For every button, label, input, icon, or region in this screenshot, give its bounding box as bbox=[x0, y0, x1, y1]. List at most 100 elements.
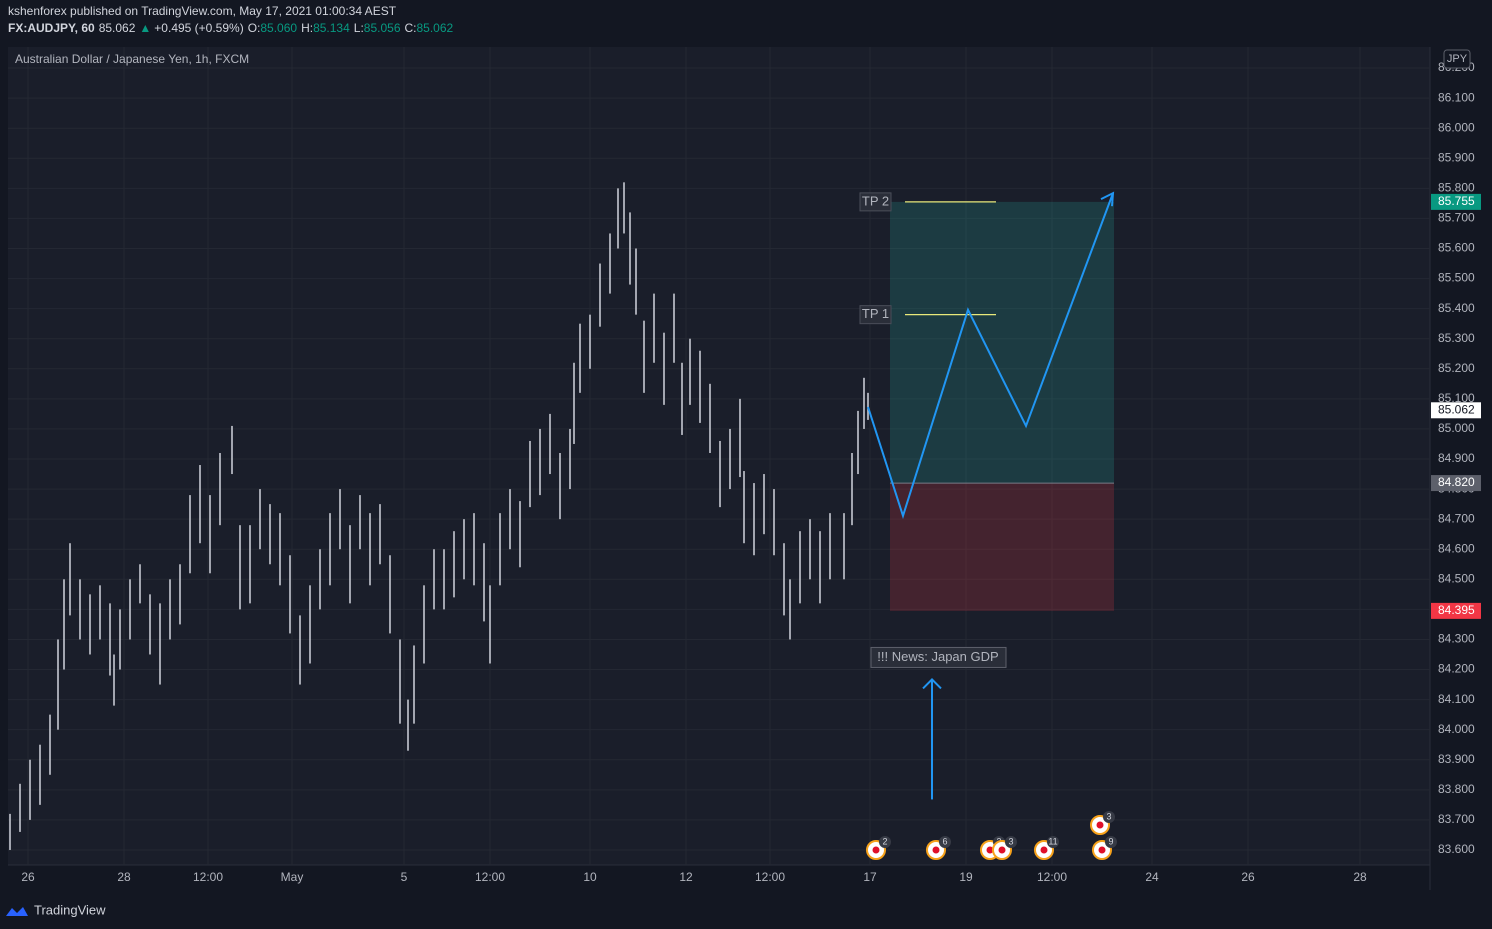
chart-title: Australian Dollar / Japanese Yen, 1h, FX… bbox=[15, 52, 249, 66]
price-label: 85.755 bbox=[1438, 194, 1475, 208]
y-tick-label: 84.700 bbox=[1438, 511, 1475, 525]
event-count: 2 bbox=[882, 836, 887, 846]
event-dot bbox=[1040, 846, 1048, 854]
y-tick-label: 85.100 bbox=[1438, 391, 1475, 405]
event-count: 11 bbox=[1048, 836, 1057, 846]
y-tick-label: 84.500 bbox=[1438, 571, 1475, 585]
event-icon[interactable]: 3 bbox=[992, 836, 1017, 860]
x-tick-label: 12 bbox=[679, 870, 693, 884]
symbol-line: FX:AUDJPY, 60 85.062 ▲ +0.495 (+0.59%) O:85.… bbox=[8, 21, 454, 35]
y-tick-label: 84.000 bbox=[1438, 722, 1475, 736]
x-tick-label: 28 bbox=[1353, 870, 1367, 884]
event-dot bbox=[1096, 821, 1104, 829]
c-label: C: bbox=[405, 21, 417, 35]
l-label: L: bbox=[354, 21, 364, 35]
x-tick-label: 28 bbox=[117, 870, 131, 884]
event-icon[interactable]: 6 bbox=[926, 836, 951, 860]
x-tick-label: 5 bbox=[401, 870, 408, 884]
y-tick-label: 83.600 bbox=[1438, 842, 1475, 856]
loss-zone[interactable] bbox=[890, 483, 1114, 611]
h-label: H: bbox=[301, 21, 313, 35]
x-tick-label: 12:00 bbox=[755, 870, 785, 884]
x-tick-label: 17 bbox=[863, 870, 877, 884]
y-tick-label: 85.600 bbox=[1438, 241, 1475, 255]
arrow-head bbox=[1100, 191, 1115, 207]
forecast-path[interactable] bbox=[867, 192, 1114, 520]
y-tick-label: 85.200 bbox=[1438, 361, 1475, 375]
last: 85.062 bbox=[99, 21, 136, 35]
y-tick-label: 84.600 bbox=[1438, 541, 1475, 555]
price-label-box bbox=[1431, 402, 1481, 419]
y-tick-label: 85.300 bbox=[1438, 331, 1475, 345]
o-label: O: bbox=[248, 21, 261, 35]
logo bbox=[6, 907, 28, 916]
price-label-box bbox=[1431, 475, 1481, 492]
y-tick-label: 84.200 bbox=[1438, 662, 1475, 676]
profit-zone[interactable] bbox=[890, 201, 1114, 484]
high: 85.134 bbox=[313, 21, 350, 35]
x-tick-label: 10 bbox=[583, 870, 597, 884]
y-tick-label: 86.000 bbox=[1438, 120, 1475, 134]
y-tick-label: 85.700 bbox=[1438, 211, 1475, 225]
event-badge bbox=[1103, 811, 1115, 823]
y-tick-label: 83.900 bbox=[1438, 752, 1475, 766]
brand: TradingView bbox=[34, 902, 106, 917]
event-count: 6 bbox=[942, 836, 947, 846]
tp-label: TP 2 bbox=[862, 193, 889, 208]
y-tick-label: 85.500 bbox=[1438, 271, 1475, 285]
event-dot bbox=[872, 846, 880, 854]
event-icon[interactable]: 11 bbox=[1034, 836, 1059, 860]
low: 85.056 bbox=[364, 21, 401, 35]
event-badge bbox=[1047, 836, 1059, 848]
y-tick-label: 85.000 bbox=[1438, 421, 1475, 435]
y-tick-label: 86.100 bbox=[1438, 90, 1475, 104]
y-tick-label: 84.300 bbox=[1438, 632, 1475, 646]
event-dot bbox=[1098, 846, 1106, 854]
news-arrow-head bbox=[922, 678, 942, 690]
event-badge bbox=[1005, 836, 1017, 848]
x-tick-label: 12:00 bbox=[193, 870, 223, 884]
event-icon[interactable]: 9 bbox=[1092, 836, 1117, 860]
y-tick-label: 85.400 bbox=[1438, 301, 1475, 315]
event-dot bbox=[986, 846, 994, 854]
x-tick-label: 26 bbox=[1241, 870, 1255, 884]
price-label: 85.062 bbox=[1438, 402, 1475, 416]
x-tick-label: 12:00 bbox=[1037, 870, 1067, 884]
x-tick-label: 19 bbox=[959, 870, 973, 884]
event-count: 3 bbox=[1106, 811, 1111, 821]
close: 85.062 bbox=[417, 21, 454, 35]
y-tick-label: 84.900 bbox=[1438, 451, 1475, 465]
x-tick-label: May bbox=[281, 870, 304, 884]
event-badge bbox=[939, 836, 951, 848]
y-tick-label: 83.800 bbox=[1438, 782, 1475, 796]
change: +0.495 (+0.59%) bbox=[154, 21, 243, 35]
publisher: kshenforex published on TradingView.com,… bbox=[8, 4, 397, 18]
y-tick-label: 85.900 bbox=[1438, 150, 1475, 164]
tp-box bbox=[859, 305, 892, 325]
price-label-box bbox=[1431, 193, 1481, 210]
event-badge bbox=[1105, 836, 1117, 848]
event-icon[interactable]: 3 bbox=[1090, 811, 1115, 835]
x-tick-label: 24 bbox=[1145, 870, 1159, 884]
currency-box[interactable] bbox=[1443, 49, 1471, 69]
x-tick-label: 12:00 bbox=[475, 870, 505, 884]
x-tick-label: 26 bbox=[21, 870, 35, 884]
open: 85.060 bbox=[260, 21, 297, 35]
logo-icon bbox=[6, 907, 28, 916]
arrow: ▲ bbox=[139, 21, 151, 35]
y-tick-label: 84.100 bbox=[1438, 692, 1475, 706]
news-box bbox=[870, 646, 1007, 668]
event-dot bbox=[932, 846, 940, 854]
currency: JPY bbox=[1447, 53, 1468, 65]
event-count: 3 bbox=[1008, 836, 1013, 846]
symbol: FX:AUDJPY, 60 bbox=[8, 21, 95, 35]
plot-area bbox=[8, 47, 1430, 865]
tp-label: TP 1 bbox=[862, 306, 889, 321]
event-badge bbox=[879, 836, 891, 848]
event-count: 9 bbox=[1108, 836, 1113, 846]
event-icon[interactable]: 2 bbox=[866, 836, 891, 860]
y-tick-label: 83.700 bbox=[1438, 812, 1475, 826]
y-tick-label: 85.800 bbox=[1438, 181, 1475, 195]
